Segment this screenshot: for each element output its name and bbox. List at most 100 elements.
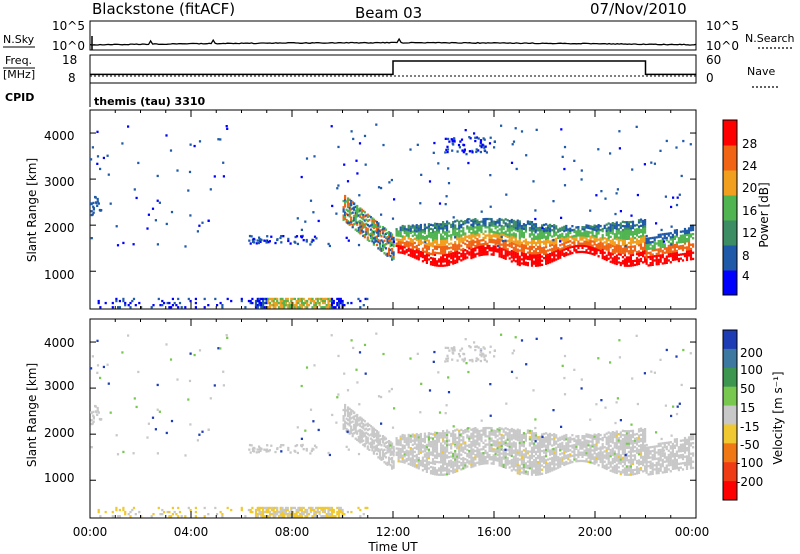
power-cell <box>516 229 519 233</box>
power-cell <box>350 216 353 219</box>
velocity-cell <box>687 436 691 439</box>
power-cell <box>583 234 586 237</box>
power-colorbar-ticks: 4 8 12 16 20 24 28 <box>742 137 757 283</box>
power-cell <box>625 231 628 234</box>
power-cell <box>605 256 608 259</box>
power-cell <box>492 222 495 225</box>
velocity-cell <box>609 440 612 443</box>
velocity-cell <box>522 453 525 456</box>
velocity-cell <box>476 430 479 433</box>
power-cell <box>256 297 259 301</box>
power-cell <box>631 226 635 230</box>
velocity-cell <box>675 460 678 464</box>
power-cell <box>597 232 600 235</box>
power-cell <box>655 263 658 266</box>
power-cell <box>669 248 672 251</box>
velocity-cell <box>409 434 412 437</box>
velocity-cell <box>480 433 483 436</box>
velocity-cell <box>579 445 582 448</box>
velocity-cell <box>619 462 622 465</box>
power-cell <box>458 247 461 250</box>
power-cell <box>653 246 656 250</box>
velocity-cell <box>399 441 402 444</box>
power-cell <box>502 239 505 243</box>
power-cell <box>263 297 266 301</box>
power-cell <box>470 240 473 243</box>
power-cell <box>446 241 449 244</box>
velocity-cell <box>675 440 678 443</box>
velocity-cell <box>512 441 515 444</box>
velocity-cell <box>642 445 645 448</box>
power-cell <box>259 240 262 243</box>
power-cell <box>617 238 620 241</box>
velocity-cell <box>437 469 441 472</box>
power-cell <box>248 234 252 238</box>
power-cell <box>613 255 616 259</box>
velocity-cell <box>446 442 449 445</box>
power-cell <box>456 150 459 153</box>
velocity-cell <box>538 471 542 474</box>
power-cell <box>462 233 465 236</box>
velocity-cell <box>474 464 477 467</box>
power-cell <box>94 196 97 199</box>
velocity-cell <box>657 467 660 470</box>
power-cell <box>629 262 632 265</box>
velocity-cell <box>625 438 628 441</box>
power-cell <box>409 254 412 257</box>
power-cell <box>577 228 580 231</box>
velocity-cell <box>500 448 503 451</box>
velocity-cell <box>661 452 664 455</box>
power-cell <box>357 226 360 230</box>
velocity-cell <box>431 472 435 475</box>
power-cell <box>486 251 489 254</box>
velocity-cell <box>474 456 477 459</box>
power-cell <box>504 222 507 225</box>
velocity-cell <box>689 444 693 447</box>
power-cell <box>637 242 641 245</box>
velocity-cell <box>458 450 461 453</box>
power-cell <box>337 145 340 149</box>
velocity-cell <box>442 438 445 441</box>
power-cell <box>651 263 654 266</box>
power-cell <box>470 246 473 249</box>
power-cell <box>604 197 607 200</box>
velocity-cell <box>665 460 668 463</box>
velocity-cell <box>403 440 406 443</box>
power-cell <box>692 224 695 227</box>
velocity-cell <box>653 468 656 471</box>
power-cell <box>411 251 414 254</box>
velocity-cell <box>480 458 483 461</box>
power-cell <box>354 220 357 223</box>
velocity-cell <box>538 458 542 461</box>
velocity-cell <box>442 434 445 437</box>
power-cell <box>371 233 374 237</box>
power-cell <box>679 234 682 237</box>
power-cell <box>480 146 483 149</box>
power-cell <box>395 238 398 241</box>
velocity-cell <box>635 459 639 463</box>
power-cell <box>494 223 497 226</box>
power-cell <box>661 243 664 246</box>
power-cell <box>431 263 435 266</box>
velocity-cell <box>347 423 350 426</box>
power-cell <box>442 243 445 247</box>
power-cell <box>536 239 540 242</box>
power-cell <box>669 246 672 249</box>
power-cell <box>329 299 332 303</box>
power-cell <box>549 234 552 237</box>
power-cell <box>692 228 695 232</box>
power-cell <box>547 237 550 240</box>
power-cell <box>633 232 637 235</box>
velocity-cell <box>581 451 584 454</box>
power-cell <box>474 245 477 248</box>
power-cell <box>274 304 277 307</box>
power-cell <box>615 250 618 253</box>
power-cell <box>514 229 517 232</box>
velocity-cell <box>613 467 616 470</box>
power-cell <box>669 252 672 256</box>
power-cell <box>573 243 576 246</box>
velocity-cell <box>577 441 580 444</box>
velocity-cell <box>617 457 620 461</box>
power-cell <box>492 230 495 234</box>
velocity-cell <box>645 467 648 470</box>
